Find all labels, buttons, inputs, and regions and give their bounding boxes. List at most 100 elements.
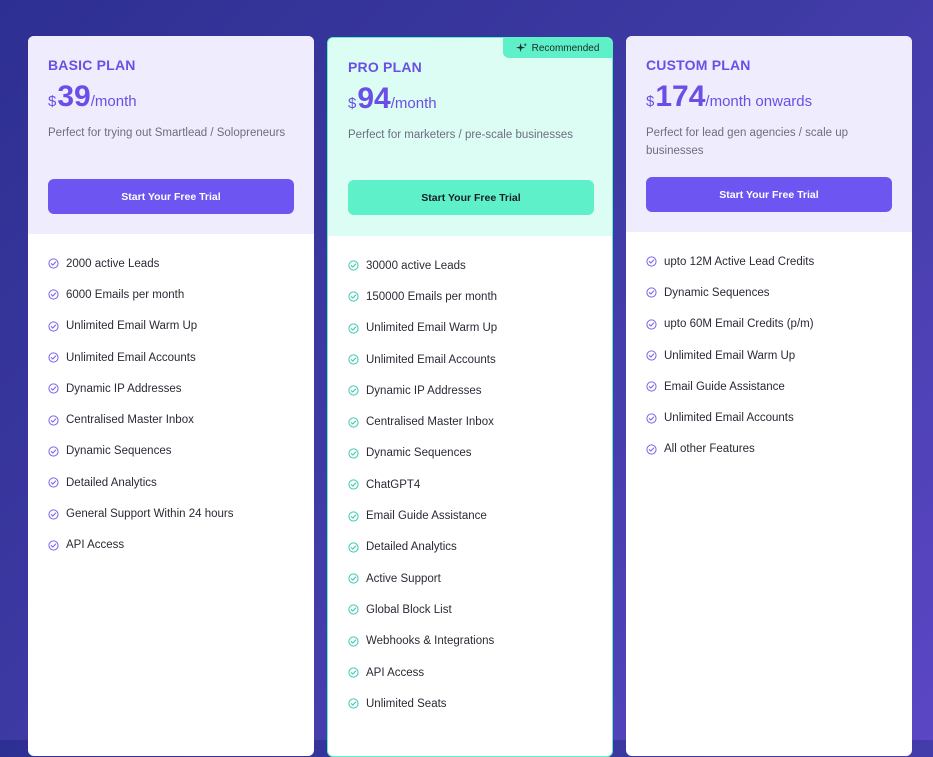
sparkle-icon [515,42,527,54]
price-amount: 174 [655,80,706,113]
feature-item: Centralised Master Inbox [48,404,294,435]
feature-label: 2000 active Leads [66,257,160,270]
check-circle-icon [48,258,59,269]
feature-item: Unlimited Seats [348,688,592,719]
check-circle-icon [48,446,59,457]
feature-item: Webhooks & Integrations [348,626,592,657]
feature-item: 2000 active Leads [48,248,294,279]
check-circle-icon [348,636,359,647]
check-circle-icon [348,448,359,459]
feature-item: All other Features [646,434,892,465]
check-circle-icon [348,542,359,553]
check-circle-icon [348,698,359,709]
plan-name: CUSTOM PLAN [646,57,751,73]
feature-item: Detailed Analytics [348,532,592,563]
feature-label: Detailed Analytics [366,541,457,554]
check-circle-icon [348,510,359,522]
feature-label: General Support Within 24 hours [66,508,234,521]
feature-label: Unlimited Email Warm Up [66,320,198,333]
check-circle-icon [646,444,657,455]
check-circle-icon [48,289,59,301]
feature-label: Unlimited Seats [366,697,447,710]
check-circle-icon [348,354,359,365]
feature-list: 30000 active Leads 150000 Emails per mont… [328,236,612,719]
recommended-badge: Recommended [503,38,612,58]
custom-plan-card: CUSTOM PLAN $ 174 /month onwards Perfect… [626,36,912,756]
feature-item: Unlimited Email Warm Up [348,313,592,344]
feature-item: upto 60M Email Credits (p/m) [646,309,892,340]
feature-item: API Access [48,530,294,561]
check-circle-icon [48,352,59,363]
start-free-trial-button[interactable]: Start Your Free Trial [646,177,892,212]
feature-item: Dynamic Sequences [48,436,294,467]
price-currency: $ [48,93,57,110]
feature-label: 150000 Emails per month [366,290,498,303]
check-circle-icon [646,381,657,392]
feature-item: 6000 Emails per month [48,279,294,310]
start-free-trial-button[interactable]: Start Your Free Trial [348,180,594,215]
feature-label: Unlimited Email Accounts [664,412,794,425]
check-circle-icon [646,413,657,424]
check-circle-icon [348,667,359,678]
check-circle-icon [348,604,359,615]
check-circle-icon [348,417,359,428]
price-amount: 39 [57,80,91,113]
check-circle-icon [48,415,59,426]
price-currency: $ [348,95,357,112]
feature-label: API Access [66,539,125,552]
check-circle-icon [48,383,59,394]
plan-name: PRO PLAN [348,59,422,75]
feature-label: All other Features [664,443,755,456]
feature-label: Centralised Master Inbox [66,414,194,427]
check-circle-icon [646,350,657,361]
price-period: /month [390,95,437,112]
feature-item: API Access [348,657,592,688]
feature-list: 2000 active Leads 6000 Emails per month Un… [28,234,314,561]
check-circle-icon [348,479,359,490]
feature-item: Unlimited Email Accounts [646,402,892,433]
feature-label: Global Block List [366,603,452,616]
check-circle-icon [48,508,59,520]
feature-label: Dynamic Sequences [664,286,770,299]
feature-item: Email Guide Assistance [646,371,892,402]
check-circle-icon [348,323,359,334]
plan-name: BASIC PLAN [48,57,136,73]
feature-item: Unlimited Email Warm Up [646,340,892,371]
check-circle-icon [646,256,657,267]
feature-item: Dynamic Sequences [646,277,892,308]
feature-item: Unlimited Email Accounts [348,344,592,375]
feature-item: Dynamic IP Addresses [348,375,592,406]
feature-item: Dynamic IP Addresses [48,373,294,404]
feature-label: Active Support [366,572,441,585]
feature-label: Unlimited Email Warm Up [366,322,498,335]
plan-description: Perfect for marketers / pre-scale busine… [348,129,573,141]
check-circle-icon [48,477,59,488]
badge-label: Recommended [531,42,600,54]
check-circle-icon [48,321,59,332]
check-circle-icon [48,540,59,551]
feature-item: 30000 active Leads [348,250,592,281]
feature-label: Dynamic IP Addresses [66,382,182,395]
feature-item: Dynamic Sequences [348,438,592,469]
feature-label: Detailed Analytics [66,476,157,489]
feature-label: Dynamic Sequences [66,445,172,458]
feature-item: upto 12M Active Lead Credits [646,246,892,277]
feature-label: Webhooks & Integrations [366,635,495,648]
feature-item: Email Guide Assistance [348,500,592,531]
basic-plan-card: BASIC PLAN $ 39 /month Perfect for tryin… [28,36,314,756]
feature-label: upto 12M Active Lead Credits [664,255,815,268]
custom-plan-header: CUSTOM PLAN $ 174 /month onwards Perfect… [626,36,912,232]
check-circle-icon [646,287,657,299]
feature-label: Email Guide Assistance [664,380,785,393]
price-amount: 94 [357,82,391,115]
feature-list: upto 12M Active Lead Credits Dynamic Sequ… [626,232,912,465]
price: $ 174 /month onwards [646,80,892,118]
start-free-trial-button[interactable]: Start Your Free Trial [48,179,294,214]
feature-item: General Support Within 24 hours [48,498,294,529]
price-period: /month [90,93,137,110]
feature-item: Unlimited Email Accounts [48,342,294,373]
basic-plan-header: BASIC PLAN $ 39 /month Perfect for tryin… [28,36,314,234]
feature-label: Unlimited Email Accounts [66,351,196,364]
feature-label: Email Guide Assistance [366,510,487,523]
pro-plan-card: Recommended PRO PLAN $ 94 /month Perfect… [327,37,613,757]
